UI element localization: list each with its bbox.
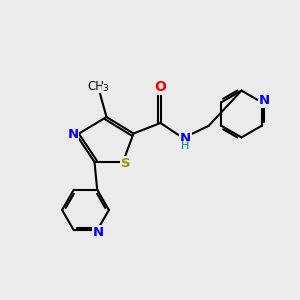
Text: N: N [259, 94, 270, 107]
Text: O: O [154, 80, 166, 94]
Text: N: N [180, 132, 191, 145]
Text: CH: CH [87, 80, 104, 93]
Text: H: H [181, 141, 190, 152]
Text: 3: 3 [102, 84, 108, 93]
Text: N: N [93, 226, 104, 239]
Text: N: N [67, 128, 79, 142]
Text: S: S [121, 157, 130, 170]
